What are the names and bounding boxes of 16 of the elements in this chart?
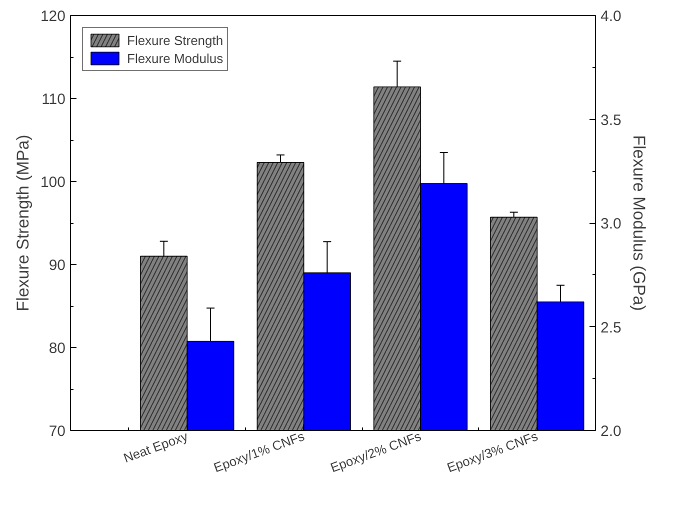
x-tick-label: Neat Epoxy	[121, 428, 190, 466]
legend-label: Flexure Modulus	[127, 50, 224, 66]
legend-label: Flexure Strength	[127, 32, 224, 48]
y-axis-title: Flexure Strength (MPa)	[13, 134, 32, 312]
y2-tick-label: 4.0	[600, 8, 622, 25]
y2-axis-title: Flexure Modulus (GPa)	[629, 135, 648, 311]
y-tick-label: 70	[48, 423, 66, 440]
y-tick-label: 120	[40, 8, 66, 25]
y2-tick-label: 2.0	[600, 423, 622, 440]
y-tick-label: 90	[48, 257, 66, 274]
y2-tick-label: 3.5	[600, 112, 622, 129]
y-tick-label: 80	[48, 340, 66, 357]
y2-tick-label: 2.5	[600, 319, 622, 336]
y2-tick-label: 3.0	[600, 216, 622, 232]
y-tick-label: 100	[40, 174, 66, 191]
y-tick-label: 110	[42, 91, 66, 108]
